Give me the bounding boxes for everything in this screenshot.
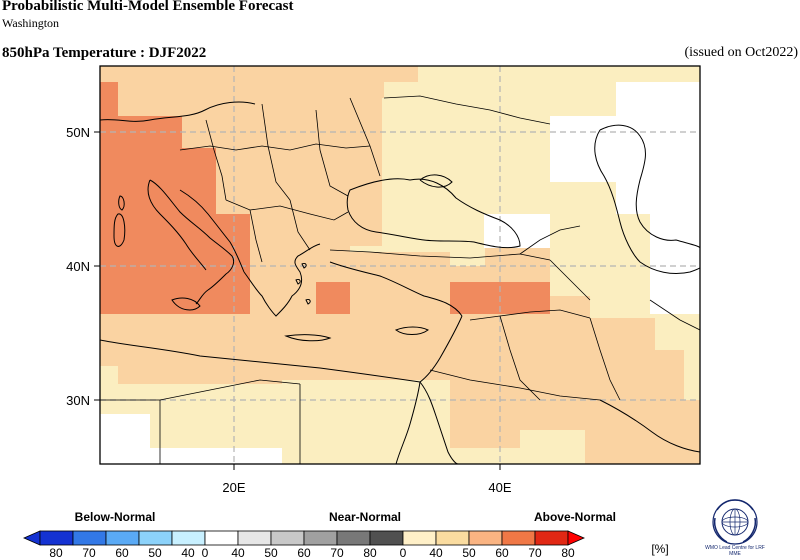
color-legend: Below-Normal Near-Normal Above-Normal 80… <box>23 510 669 560</box>
legend-arrow-left <box>23 530 41 546</box>
legend-box-below-4 <box>171 530 206 546</box>
shade-region-50-60-west <box>100 66 700 464</box>
country-borders <box>100 95 700 464</box>
legend-below-normal: Below-Normal <box>75 510 156 524</box>
lon-label-40e: 40E <box>488 480 511 495</box>
legend-tick-above-0: 0 <box>400 546 407 560</box>
legend-tick-below-4: 40 <box>181 546 195 560</box>
lon-label-20e: 20E <box>222 480 245 495</box>
legend-tick-below-0: 80 <box>49 546 63 560</box>
legend-tick-near-2: 50 <box>264 546 278 560</box>
issued-date: (issued on Oct2022) <box>684 45 798 60</box>
legend-tick-below-2: 60 <box>115 546 129 560</box>
legend-box-near-4 <box>336 530 371 546</box>
legend-ticks: 80 70 60 50 40 0 40 50 60 70 80 0 40 50 60 70 80 <box>49 546 575 560</box>
lat-label-40n: 40N <box>66 259 90 274</box>
legend-near-normal: Near-Normal <box>329 510 401 524</box>
coastlines <box>100 101 700 464</box>
legend-tick-near-0: 0 <box>202 546 209 560</box>
wmo-logo <box>712 499 758 545</box>
legend-arrow-right <box>567 530 585 546</box>
page-title: Probabilistic Multi-Model Ensemble Forec… <box>2 0 294 14</box>
lat-label-50n: 50N <box>66 125 90 140</box>
legend-box-above-0 <box>402 530 437 546</box>
shade-region-60-70-italy <box>100 82 250 314</box>
legend-tick-near-1: 40 <box>231 546 245 560</box>
legend-color-bar <box>23 530 585 546</box>
legend-box-above-2 <box>468 530 503 546</box>
legend-tick-near-4: 70 <box>330 546 344 560</box>
lat-axis <box>94 131 501 470</box>
shade-region-white-caspian <box>550 116 700 182</box>
legend-box-below-0 <box>39 530 74 546</box>
shade-region-60-70-greece <box>316 282 350 314</box>
legend-box-near-1 <box>237 530 272 546</box>
legend-tick-below-3: 50 <box>148 546 162 560</box>
legend-box-below-3 <box>138 530 173 546</box>
legend-box-above-3 <box>501 530 536 546</box>
legend-tick-above-4: 70 <box>528 546 542 560</box>
legend-above-normal: Above-Normal <box>534 510 616 524</box>
probability-shading <box>100 66 700 464</box>
map-frame <box>99 65 701 465</box>
legend-tick-below-1: 70 <box>82 546 96 560</box>
page-subtitle: Washington <box>2 16 60 30</box>
legend-tick-above-2: 50 <box>462 546 476 560</box>
legend-box-near-3 <box>303 530 338 546</box>
legend-tick-near-3: 60 <box>297 546 311 560</box>
legend-tick-above-5: 80 <box>561 546 575 560</box>
legend-tick-above-1: 40 <box>429 546 443 560</box>
legend-box-below-2 <box>105 530 140 546</box>
legend-tick-near-5: 80 <box>363 546 377 560</box>
legend-tick-above-3: 60 <box>495 546 509 560</box>
logo-caption: WMO Lead Centre for LRF MME <box>705 545 765 557</box>
legend-box-above-1 <box>435 530 470 546</box>
lat-label-30n: 30N <box>66 393 90 408</box>
legend-box-above-4 <box>534 530 569 546</box>
variable-title: 850hPa Temperature : DJF2022 <box>2 45 207 61</box>
legend-box-near-2 <box>270 530 305 546</box>
legend-unit: [%] <box>651 542 668 556</box>
legend-box-near-0 <box>204 530 239 546</box>
shade-region-40-50-arabia <box>282 384 450 464</box>
legend-box-below-1 <box>72 530 107 546</box>
legend-box-near-5 <box>369 530 404 546</box>
